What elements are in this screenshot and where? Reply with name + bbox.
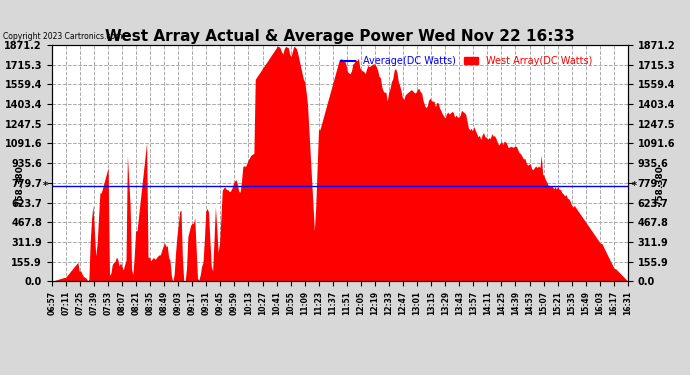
Text: Copyright 2023 Cartronics.com: Copyright 2023 Cartronics.com: [3, 32, 123, 41]
Text: 758.380: 758.380: [16, 165, 25, 206]
Title: West Array Actual & Average Power Wed Nov 22 16:33: West Array Actual & Average Power Wed No…: [105, 29, 575, 44]
Text: *: *: [632, 180, 637, 190]
Text: 758.380: 758.380: [655, 165, 664, 206]
Legend: Average(DC Watts), West Array(DC Watts): Average(DC Watts), West Array(DC Watts): [337, 52, 596, 70]
Text: *: *: [43, 180, 48, 190]
